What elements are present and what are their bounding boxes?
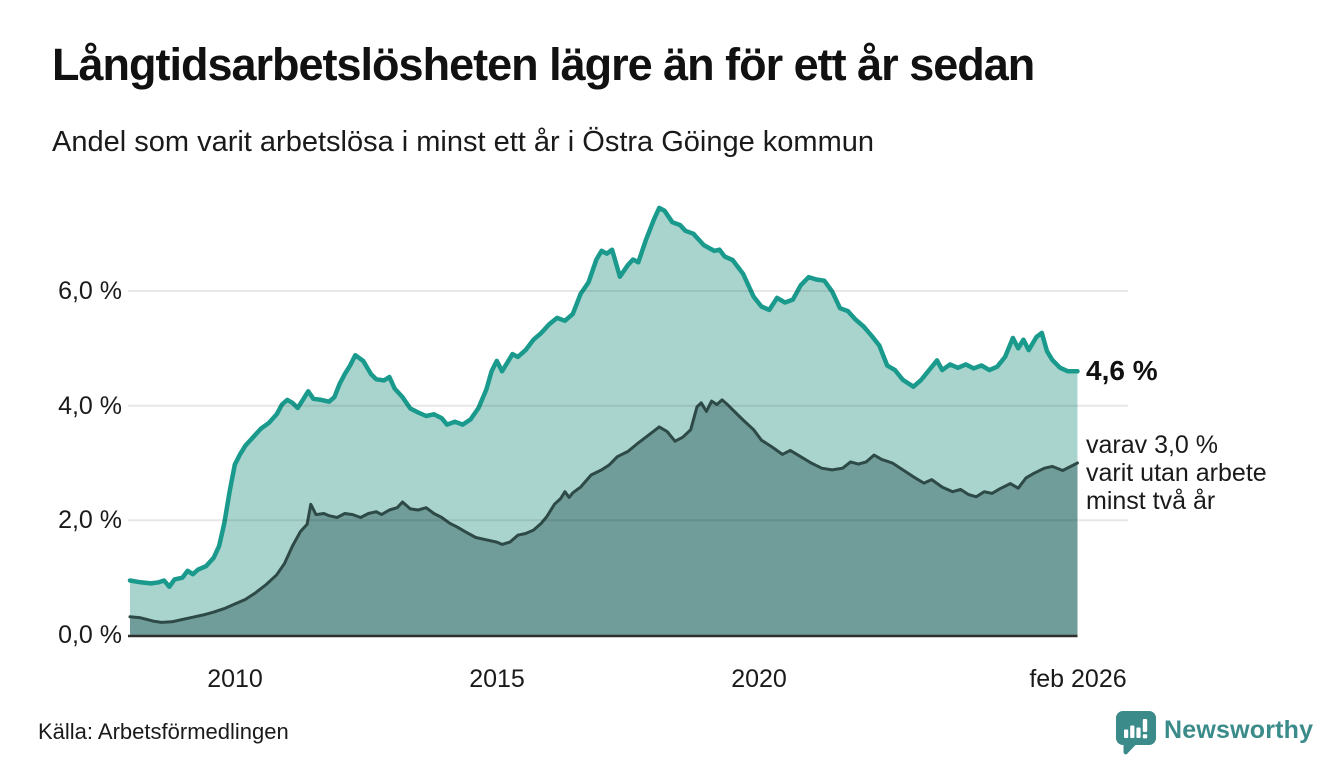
newsworthy-icon	[1116, 711, 1156, 755]
y-tick-label-0: 0,0 %	[58, 621, 122, 649]
brand-logo: Newsworthy	[1116, 710, 1313, 756]
x-tick-label-2015: 2015	[469, 665, 525, 693]
series-line-min-one-year	[127, 205, 1080, 590]
y-tick-label-2: 2,0 %	[58, 506, 122, 534]
chart-title: Långtidsarbetslösheten lägre än för ett …	[52, 39, 1035, 90]
source-credit: Källa: Arbetsförmedlingen	[38, 719, 289, 744]
series-area-min-two-years	[130, 399, 1078, 635]
brand-wordmark: Newsworthy	[1164, 715, 1314, 744]
series-line-min-two-years	[128, 398, 1079, 624]
chart-subtitle: Andel som varit arbetslösa i minst ett å…	[52, 126, 874, 158]
y-tick-label-4: 4,0 %	[58, 392, 122, 420]
x-tick-label-2010: 2010	[207, 665, 263, 693]
y-tick-label-6: 6,0 %	[58, 277, 122, 305]
x-tick-label-2020: 2020	[731, 665, 787, 693]
secondary-value-label: varav 3,0 % varit utan arbete minst två …	[1086, 431, 1267, 515]
gridlines	[128, 290, 1128, 522]
end-value-label: 4,6 %	[1086, 355, 1158, 386]
x-tick-label-feb-2026: feb 2026	[1029, 665, 1127, 693]
